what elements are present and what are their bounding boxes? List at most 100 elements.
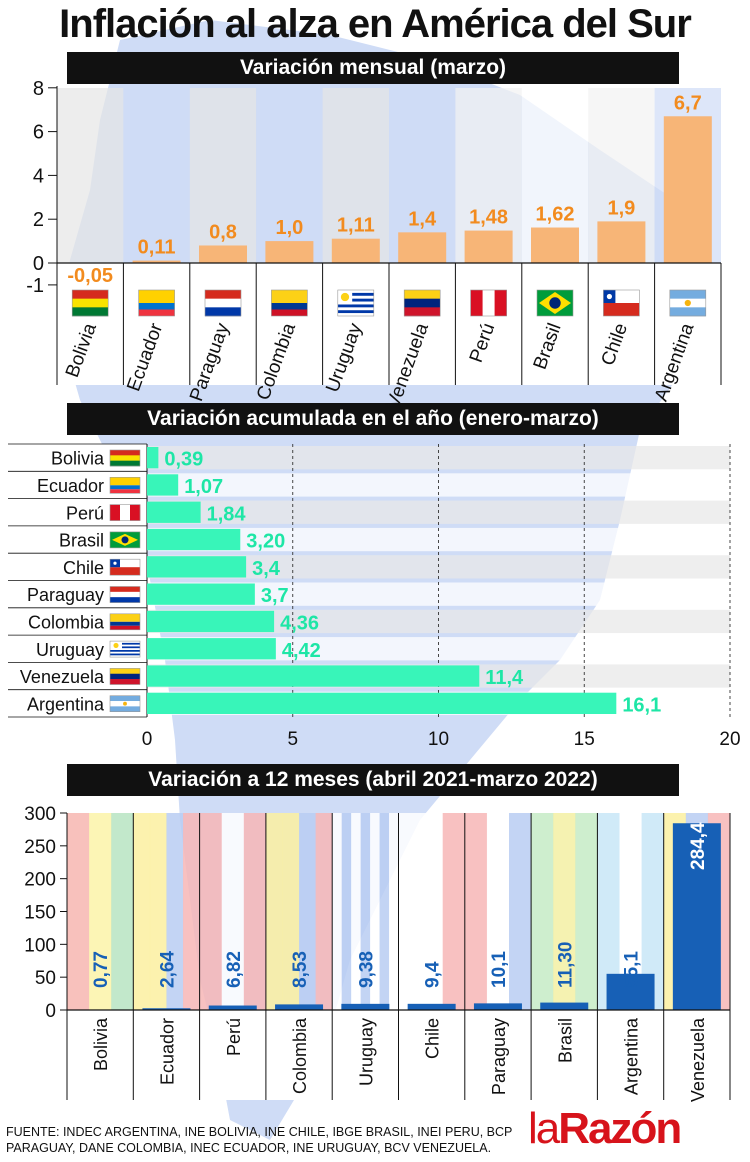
cumulative-bar-peru [147,501,201,523]
chile-flag-icon [603,289,640,317]
annual-bar-chart: 300 250 200 150 100 50 0 0,77 2,64 6,82 8,53 9,38 9,… [24,804,731,1102]
cumulative-bar-brasil [147,528,241,551]
annual-value-label: 9,38 [356,951,377,988]
monthly-value-label: 1,0 [275,217,303,239]
monthly-negative-value-label: -0,05 [67,265,113,287]
annual-category-label: Colombia [290,1017,310,1094]
cumulative-category-label: Ecuador [37,476,104,496]
cumulative-value-label: 4,42 [282,640,321,662]
monthly-bar-ecuador [132,260,181,263]
annual-value-label: 284,4 [688,822,709,870]
cumulative-value-label: 1,84 [207,503,247,525]
annual-value-label: 0,77 [91,951,112,988]
brasil-flag-backdrop [531,813,598,1010]
monthly-column-background [189,88,257,263]
cumulative-value-label: 3,4 [252,558,281,580]
bolivia-flag-icon [71,289,109,317]
cumulative-bar-paraguay [147,583,255,605]
annual-chart-title: Variación a 12 meses (abril 2021-marzo 2… [67,764,679,796]
x-tick-label: 20 [719,729,740,750]
annual-category-label: Argentina [622,1017,642,1095]
monthly-value-label: 6,7 [674,92,702,114]
peru-flag-icon [109,504,141,521]
colombia-flag-icon [109,613,141,631]
cumulative-value-label: 11,4 [485,667,524,689]
monthly-value-label: 0,11 [138,237,176,259]
annual-bar-ecuador [142,1008,191,1010]
cumulative-bar-venezuela [147,665,480,687]
cumulative-bar-uruguay [147,638,276,660]
monthly-column-background [322,88,389,263]
annual-value-label: 8,53 [290,951,311,988]
annual-value-label: 10,1 [489,951,510,988]
monthly-chart-title: Variación mensual (marzo) [67,52,679,84]
uruguay-flag-backdrop [332,813,399,1010]
annual-category-label: Chile [423,1018,443,1059]
cumulative-category-label: Chile [63,558,104,578]
monthly-bar-colombia [265,241,314,263]
cumulative-row-background [147,609,730,634]
cumulative-category-label: Argentina [27,694,105,714]
y-tick-label: 4 [33,165,44,187]
cumulative-category-label: Venezuela [20,667,105,687]
monthly-value-label: 1,11 [337,215,375,237]
x-tick-label: 15 [574,729,595,750]
annual-value-label: 9,4 [423,961,444,988]
monthly-column-background [123,88,190,263]
bolivia-flag-icon [109,449,141,467]
annual-bar-paraguay [473,1003,522,1010]
cumulative-bar-argentina [147,692,617,714]
y-tick-label: 250 [24,837,56,858]
cumulative-bar-colombia [147,610,275,633]
argentina-flag-icon [669,289,707,317]
annual-category-label: Perú [224,1018,244,1056]
paraguay-flag-icon [204,289,242,317]
brasil-flag-icon [536,289,574,317]
y-tick-label: 200 [24,870,56,891]
colombia-flag-backdrop [265,813,333,1010]
uruguay-flag-icon [337,289,375,317]
monthly-column-background [256,88,323,263]
monthly-value-label: 0,8 [209,221,237,243]
cumulative-value-label: 3,20 [246,531,285,553]
monthly-bar-uruguay [331,238,380,263]
la-razon-logo: laRazón [528,1104,748,1160]
cumulative-chart-title: Variación acumulada en el año (enero-mar… [67,403,679,435]
annual-bar-peru [208,1005,257,1010]
cumulative-row-background [147,527,730,552]
monthly-value-label: 1,48 [469,207,508,229]
cumulative-category-label: Bolivia [51,449,105,469]
annual-bar-uruguay [341,1003,390,1010]
y-tick-label: 2 [33,209,44,231]
annual-category-label: Brasil [555,1018,575,1063]
monthly-bar-brasil [531,227,579,263]
monthly-value-label: 1,9 [607,197,635,219]
cumulative-category-label: Brasil [59,531,104,551]
cumulative-value-label: 0,39 [164,449,203,471]
annual-bar-brasil [540,1002,589,1010]
chile-flag-icon [109,558,141,576]
main-title: Inflación al alza en América del Sur [59,2,692,46]
colombia-flag-icon [271,289,308,317]
cumulative-category-label: Paraguay [27,585,104,605]
annual-value-label: 2,64 [157,951,178,988]
annual-bar-venezuela [672,823,721,1010]
source-line-1: FUENTE: INDEC ARGENTINA, INE BOLIVIA, IN… [6,1125,513,1139]
monthly-bar-venezuela [398,232,447,263]
monthly-bar-chile [597,221,646,263]
logo-razon: Razón [558,1104,682,1153]
x-tick-label: 0 [142,729,153,750]
annual-category-label: Bolivia [91,1017,111,1071]
cumulative-row-background [147,473,730,497]
peru-flag-backdrop [199,813,267,1010]
monthly-column-background [57,88,124,263]
source-line-2: PARAGUAY, DANE COLOMBIA, INEC ECUADOR, I… [6,1141,492,1155]
y-tick-label: -1 [26,275,44,297]
cumulative-value-label: 16,1 [622,694,661,716]
brasil-flag-icon [109,531,141,549]
cumulative-category-label: Uruguay [36,640,104,660]
annual-bar-chile [407,1003,456,1010]
x-tick-label: 5 [287,729,298,750]
annual-category-label: Venezuela [688,1017,708,1102]
y-tick-label: 6 [33,122,44,144]
